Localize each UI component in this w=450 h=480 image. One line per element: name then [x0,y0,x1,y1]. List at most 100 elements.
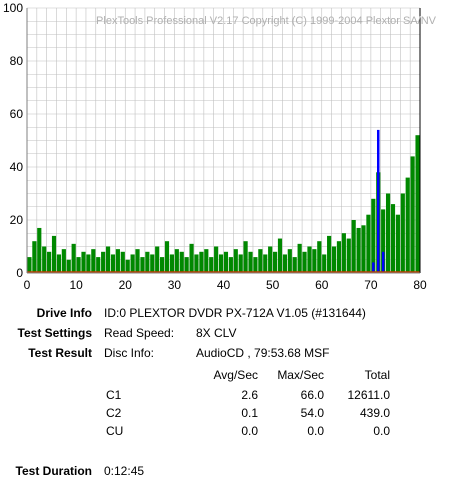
bar-c1 [76,257,81,273]
bar-c1 [341,233,346,273]
read-speed-label: Read Speed: [104,326,175,340]
bar-c1 [336,241,342,273]
y-tick-label: 0 [16,266,23,280]
x-tick-label: 20 [119,278,133,292]
bar-c1 [184,257,189,273]
bar-c1 [405,177,410,273]
bar-c1 [287,249,292,273]
bar-c1 [371,198,376,273]
x-tick-label: 50 [266,278,280,292]
bar-c1 [312,249,317,273]
test-duration-label: Test Duration [15,464,92,478]
row-total-c1: 12611.0 [347,388,391,402]
bar-c1 [51,235,57,273]
bar-c1 [155,246,160,273]
bar-c1 [61,249,66,273]
disc-info-label: Disc Info: [104,346,155,360]
bar-c1 [307,246,312,273]
chart-bars [27,129,420,273]
bar-c1 [277,238,283,273]
bar-c1 [194,254,199,273]
bar-c1 [366,214,371,273]
bar-c1 [233,249,238,273]
bar-c1 [253,257,258,273]
bar-c1 [282,254,287,273]
test-duration-value: 0:12:45 [104,464,145,478]
bar-c1 [385,193,391,273]
bar-c1 [179,251,184,273]
bar-c1 [361,225,366,273]
disc-info-value: AudioCD , 79:53.68 MSF [196,346,330,360]
bar-c1 [258,249,263,273]
row-avg-cu: 0.0 [241,424,258,438]
bar-c1 [327,235,332,273]
bar-c1 [115,249,120,273]
bar-c1 [125,259,130,273]
row-total-c2: 439.0 [359,406,390,420]
row-name-c2: C2 [106,406,122,420]
read-speed-value: 8X CLV [196,326,237,340]
bar-c1 [204,249,209,273]
bar-c1 [346,238,351,273]
bar-c1 [91,249,96,273]
x-tick-label: 70 [364,278,378,292]
y-tick-label: 100 [3,1,23,15]
drive-info-value: ID:0 PLEXTOR DVDR PX-712A V1.05 (#131644… [104,306,366,320]
bar-c1 [160,257,165,273]
bar-c1 [243,241,248,273]
chart-grid [26,7,421,274]
row-name-cu: CU [106,424,124,438]
max-header: Max/Sec [277,368,324,382]
bar-c1 [322,254,327,273]
avg-header: Avg/Sec [213,368,258,382]
x-tick-label: 40 [217,278,231,292]
bar-c1 [218,254,224,273]
bar-c1 [27,257,32,273]
x-tick-label: 0 [24,278,31,292]
bar-c1 [268,246,273,273]
bar-c2 [381,251,385,273]
row-max-cu: 0.0 [307,424,324,438]
test-settings-label: Test Settings [17,326,92,340]
bar-c1 [164,241,170,273]
bar-c1 [223,251,229,273]
bar-c1 [66,259,71,273]
row-max-c1: 66.0 [300,388,324,402]
drive-info-label: Drive Info [36,306,92,320]
x-tick-label: 60 [315,278,329,292]
bar-c1 [209,257,214,273]
bar-c2 [376,129,380,273]
bar-c1 [238,254,243,273]
bar-c1 [395,214,400,273]
bar-c1 [150,254,155,273]
bar-c1 [199,251,204,273]
bar-c1 [214,246,219,273]
total-header: Total [364,368,390,382]
bar-c1 [71,243,76,273]
row-avg-c2: 0.1 [241,406,258,420]
bar-c1 [272,251,278,273]
y-tick-label: 60 [10,107,24,121]
bar-c1 [356,227,361,273]
x-tick-label: 10 [69,278,83,292]
bar-c1 [317,241,322,273]
bar-c1 [263,254,268,273]
bar-c1 [81,251,86,273]
bar-c1 [302,251,307,273]
bar-c1 [42,246,47,273]
bar-c1 [130,254,135,273]
watermark-text: PlexTools Professional V2.17 Copyright (… [96,15,437,27]
bar-c1 [101,251,106,273]
chart-axes [26,8,421,274]
bar-c1 [145,251,150,273]
bar-c1 [32,241,37,273]
x-tick-label: 80 [413,278,427,292]
bar-c1 [189,243,194,273]
bar-c1 [331,246,337,273]
bar-c1 [140,257,145,273]
test-result-label: Test Result [28,346,92,360]
bar-c1 [400,193,405,273]
bar-c1 [415,135,420,273]
row-total-cu: 0.0 [373,424,390,438]
bar-c1 [292,257,297,273]
